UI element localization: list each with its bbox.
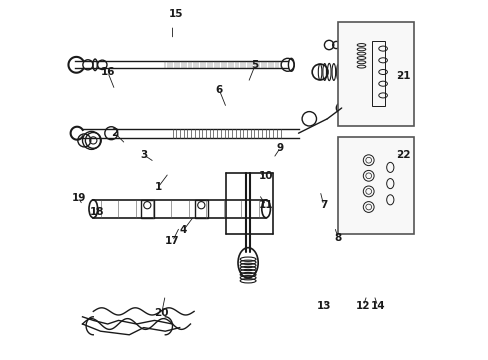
Bar — [371, 41, 384, 106]
Text: 2: 2 — [111, 128, 118, 138]
Text: 14: 14 — [369, 301, 384, 311]
Text: 22: 22 — [395, 150, 409, 160]
Text: 16: 16 — [100, 67, 115, 77]
Bar — [194, 200, 207, 218]
Bar — [337, 22, 413, 126]
Text: 11: 11 — [258, 200, 273, 210]
Text: 13: 13 — [316, 301, 330, 311]
Text: 1: 1 — [154, 182, 162, 192]
Text: 20: 20 — [154, 308, 169, 318]
Text: 19: 19 — [72, 193, 86, 203]
Text: 17: 17 — [165, 236, 180, 246]
Text: 4: 4 — [179, 225, 186, 235]
Text: 18: 18 — [89, 207, 104, 217]
Bar — [337, 137, 413, 234]
Text: 9: 9 — [276, 143, 284, 153]
Text: 10: 10 — [258, 171, 273, 181]
Text: 5: 5 — [251, 60, 258, 70]
Text: 6: 6 — [215, 85, 223, 95]
Text: 8: 8 — [334, 233, 341, 243]
Text: 12: 12 — [355, 301, 370, 311]
Text: 21: 21 — [395, 71, 409, 81]
Text: 7: 7 — [319, 200, 327, 210]
Bar — [141, 200, 153, 218]
Text: 3: 3 — [140, 150, 147, 160]
Text: 15: 15 — [168, 9, 183, 19]
